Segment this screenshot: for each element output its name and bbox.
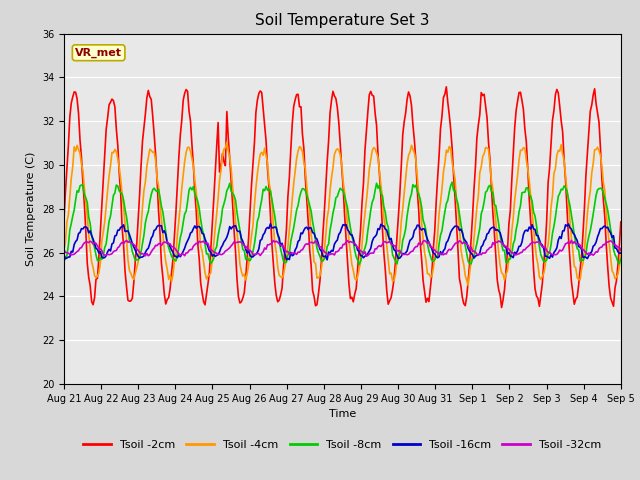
Tsoil -2cm bbox=[498, 305, 506, 311]
X-axis label: Time: Time bbox=[329, 409, 356, 419]
Tsoil -32cm bbox=[568, 238, 575, 243]
Tsoil -4cm bbox=[543, 248, 550, 253]
Tsoil -32cm bbox=[346, 239, 354, 244]
Line: Tsoil -32cm: Tsoil -32cm bbox=[64, 240, 621, 256]
Line: Tsoil -4cm: Tsoil -4cm bbox=[64, 142, 621, 286]
Tsoil -2cm bbox=[97, 229, 104, 235]
Tsoil -32cm bbox=[79, 242, 87, 248]
Tsoil -32cm bbox=[617, 247, 625, 253]
Tsoil -4cm bbox=[79, 168, 87, 173]
Tsoil -16cm bbox=[60, 252, 68, 258]
Tsoil -2cm bbox=[79, 180, 87, 185]
Tsoil -8cm bbox=[79, 183, 87, 189]
Tsoil -4cm bbox=[616, 264, 623, 269]
Tsoil -2cm bbox=[543, 218, 550, 224]
Tsoil -32cm bbox=[458, 241, 466, 247]
Tsoil -32cm bbox=[60, 247, 68, 252]
Tsoil -4cm bbox=[97, 260, 104, 266]
Tsoil -16cm bbox=[349, 236, 357, 241]
Tsoil -4cm bbox=[458, 255, 466, 261]
Tsoil -2cm bbox=[442, 84, 450, 90]
Tsoil -4cm bbox=[464, 283, 472, 288]
Tsoil -4cm bbox=[348, 262, 356, 267]
Tsoil -2cm bbox=[346, 296, 354, 301]
Tsoil -2cm bbox=[617, 219, 625, 225]
Tsoil -8cm bbox=[97, 255, 104, 261]
Tsoil -2cm bbox=[616, 243, 623, 249]
Tsoil -8cm bbox=[460, 238, 468, 244]
Line: Tsoil -8cm: Tsoil -8cm bbox=[64, 182, 621, 264]
Tsoil -16cm bbox=[283, 257, 291, 263]
Tsoil -16cm bbox=[97, 249, 104, 254]
Tsoil -16cm bbox=[543, 253, 550, 259]
Tsoil -4cm bbox=[617, 246, 625, 252]
Tsoil -16cm bbox=[616, 251, 623, 256]
Tsoil -32cm bbox=[541, 244, 549, 250]
Tsoil -32cm bbox=[97, 246, 104, 252]
Tsoil -32cm bbox=[362, 253, 370, 259]
Tsoil -16cm bbox=[617, 250, 625, 256]
Text: VR_met: VR_met bbox=[75, 48, 122, 58]
Tsoil -8cm bbox=[355, 262, 363, 267]
Tsoil -16cm bbox=[267, 221, 275, 227]
Tsoil -8cm bbox=[616, 261, 623, 266]
Tsoil -8cm bbox=[60, 259, 68, 264]
Tsoil -8cm bbox=[543, 257, 550, 263]
Tsoil -8cm bbox=[346, 225, 354, 230]
Tsoil -4cm bbox=[223, 139, 230, 145]
Tsoil -16cm bbox=[79, 226, 87, 232]
Line: Tsoil -2cm: Tsoil -2cm bbox=[64, 87, 621, 308]
Tsoil -8cm bbox=[449, 179, 456, 185]
Tsoil -4cm bbox=[60, 247, 68, 252]
Line: Tsoil -16cm: Tsoil -16cm bbox=[64, 224, 621, 260]
Legend: Tsoil -2cm, Tsoil -4cm, Tsoil -8cm, Tsoil -16cm, Tsoil -32cm: Tsoil -2cm, Tsoil -4cm, Tsoil -8cm, Tsoi… bbox=[79, 435, 606, 454]
Tsoil -2cm bbox=[458, 295, 466, 300]
Tsoil -32cm bbox=[616, 245, 623, 251]
Title: Soil Temperature Set 3: Soil Temperature Set 3 bbox=[255, 13, 429, 28]
Tsoil -16cm bbox=[460, 236, 468, 241]
Y-axis label: Soil Temperature (C): Soil Temperature (C) bbox=[26, 152, 36, 266]
Tsoil -8cm bbox=[617, 256, 625, 262]
Tsoil -2cm bbox=[60, 216, 68, 222]
